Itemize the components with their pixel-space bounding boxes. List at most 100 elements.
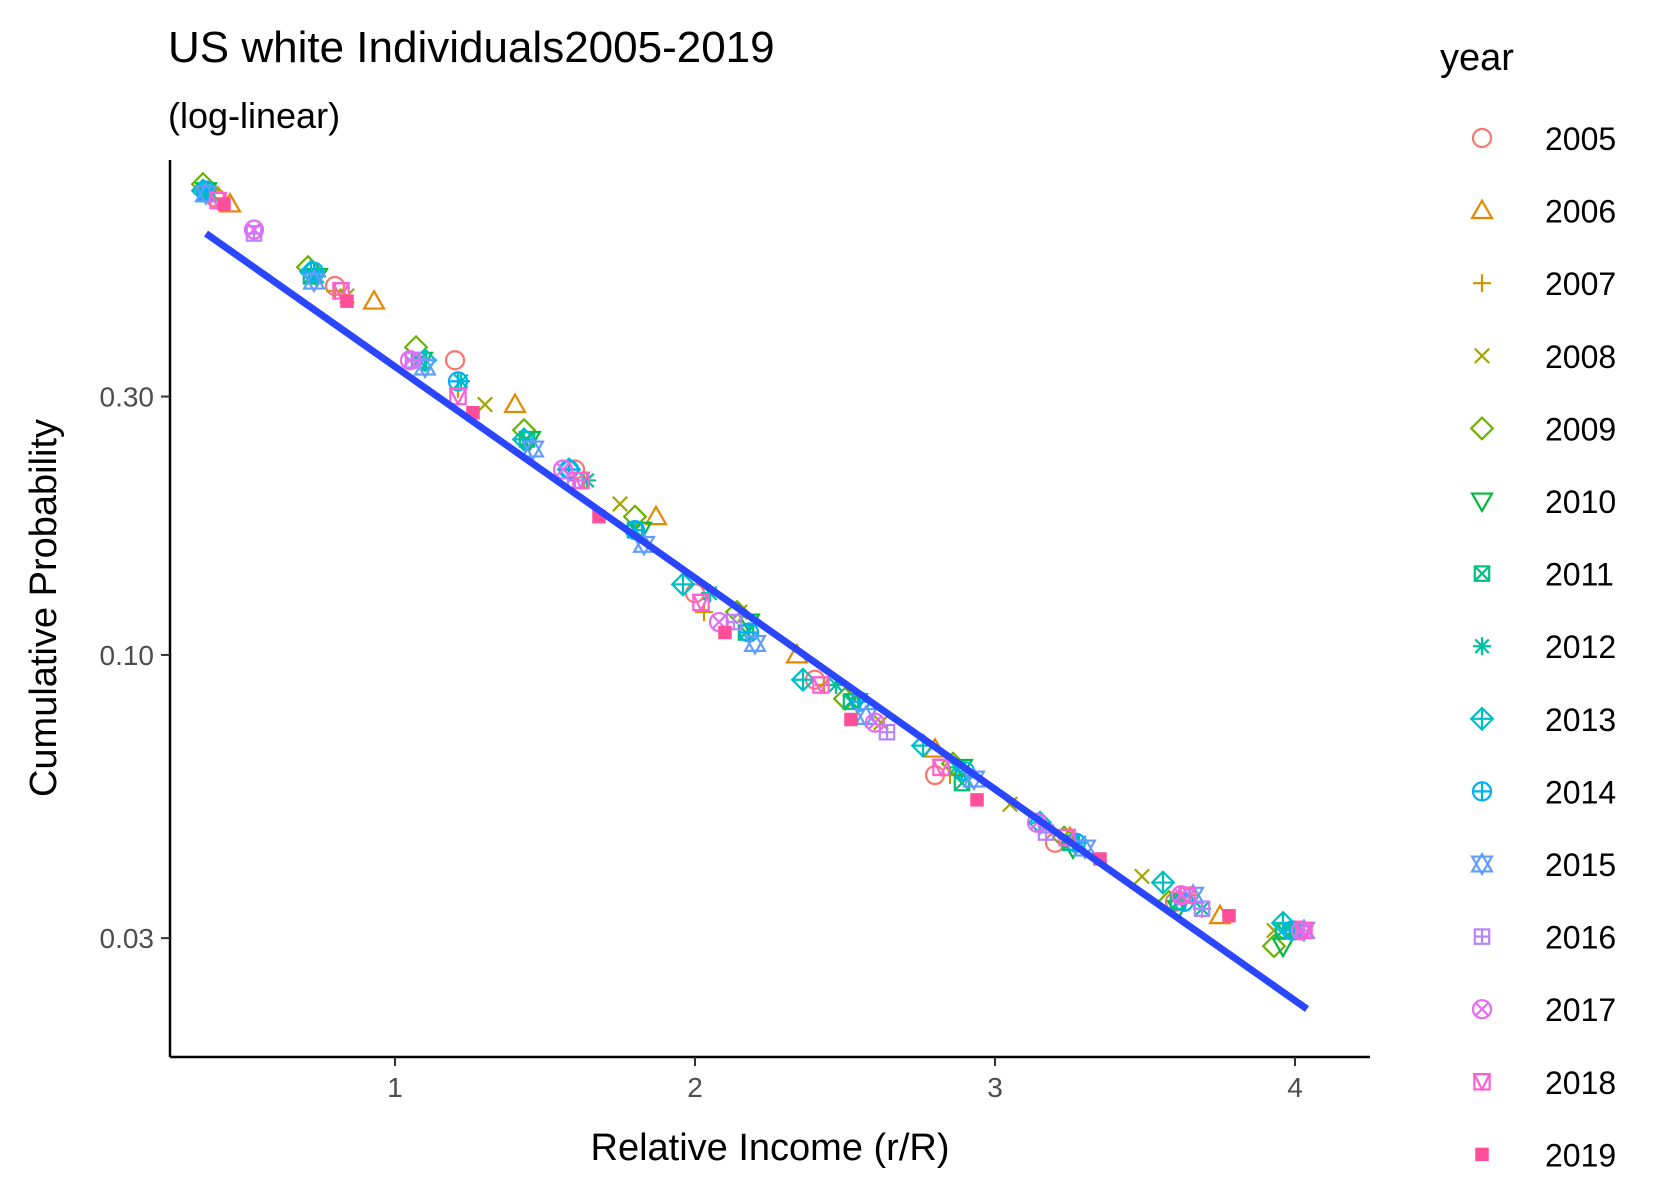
legend-item: 2008 (1474, 339, 1616, 375)
data-point (844, 712, 858, 727)
data-point (790, 667, 816, 693)
legend-item: 2007 (1473, 266, 1616, 302)
tick-labels: 1 2 3 4 0.03 0.10 0.30 (100, 382, 1303, 1103)
data-point (811, 676, 831, 696)
series-2007 (203, 181, 1301, 940)
legend-key (1469, 706, 1495, 732)
legend-label: 2012 (1545, 629, 1616, 665)
data-point (477, 396, 493, 413)
data-point (447, 371, 469, 392)
series-2009 (190, 171, 1287, 959)
data-point (1294, 921, 1314, 941)
x-axis-title: Relative Income (r/R) (591, 1127, 950, 1169)
data-point (864, 712, 886, 733)
legend-title: year (1440, 37, 1514, 79)
data-point (1134, 868, 1150, 885)
legend-label: 2019 (1545, 1137, 1616, 1173)
series-2012 (197, 181, 1301, 940)
data-point (217, 197, 231, 211)
legend-item: 2011 (1473, 557, 1614, 593)
legend-label: 2006 (1545, 194, 1616, 230)
legend-label: 2016 (1545, 920, 1616, 956)
y-tick-label: 0.10 (100, 640, 155, 671)
data-point (691, 593, 711, 613)
data-point (448, 387, 468, 407)
series-2016 (245, 225, 1313, 939)
legend-item: 2017 (1471, 992, 1616, 1028)
legend-label: 2010 (1545, 484, 1616, 520)
legend-label: 2013 (1545, 702, 1616, 738)
legend-key (1473, 565, 1491, 582)
legend-item: 2005 (1471, 121, 1616, 157)
data-point (521, 436, 545, 462)
legend-label: 2015 (1545, 847, 1616, 883)
data-point (399, 350, 421, 371)
series-2010 (194, 182, 1295, 959)
chart-subtitle: (log-linear) (168, 95, 340, 136)
data-point (718, 625, 732, 640)
series-2017 (243, 219, 1312, 941)
data-point (552, 459, 574, 480)
legend-label: 2005 (1545, 121, 1616, 157)
series-2018 (208, 191, 1314, 941)
legend-label: 2009 (1545, 411, 1616, 447)
legend-key (1473, 637, 1491, 656)
legend-label: 2018 (1545, 1065, 1616, 1101)
data-point (644, 504, 668, 526)
data-point (725, 613, 743, 631)
x-tick-label: 3 (987, 1072, 1003, 1103)
data-point (1193, 900, 1211, 918)
data-point (1177, 886, 1197, 906)
data-point (873, 714, 889, 731)
data-point (511, 427, 537, 452)
chart-title: US white Individuals2005-2019 (168, 23, 775, 72)
data-point (970, 793, 984, 807)
legend-label: 2014 (1545, 774, 1616, 810)
series-2014 (195, 180, 1303, 941)
data-point (953, 774, 971, 792)
data-point (1261, 933, 1287, 959)
data-point (340, 294, 354, 308)
axes (168, 160, 1370, 1059)
data-point (743, 631, 767, 656)
legend-key (1471, 999, 1493, 1020)
legend-key (1473, 928, 1491, 945)
series-2006 (218, 191, 1232, 925)
x-tick-label: 4 (1287, 1072, 1303, 1103)
legend-key (1475, 1147, 1489, 1162)
legend-item: 2010 (1470, 484, 1616, 520)
legend-label: 2011 (1545, 557, 1614, 593)
legend-item: 2012 (1473, 629, 1616, 665)
legend-label: 2008 (1545, 339, 1616, 375)
legend-item: 2006 (1470, 194, 1616, 230)
legend-key (1469, 416, 1495, 441)
data-point (931, 758, 951, 778)
series-2008 (204, 185, 1282, 939)
series-2011 (197, 185, 1292, 939)
legend-key (1471, 127, 1493, 149)
legend-item: 2015 (1470, 847, 1616, 883)
series-2019 (217, 197, 1236, 923)
x-tick-label: 1 (387, 1072, 403, 1103)
data-point (302, 268, 326, 294)
series-2015 (194, 181, 1316, 943)
legend: year 2005 2006 2007 2008 2009 2010 2011 2012 201… (1440, 37, 1616, 1173)
data-point (1222, 908, 1236, 923)
y-axis-title: Cumulative Probability (23, 419, 65, 797)
legend-key (1472, 1073, 1492, 1092)
legend-key (1473, 274, 1491, 293)
legend-key (1471, 781, 1493, 802)
data-points (190, 171, 1316, 959)
y-tick-label: 0.03 (100, 923, 155, 954)
data-point (503, 392, 527, 414)
data-point (670, 571, 696, 597)
data-point (571, 471, 591, 491)
legend-key (1470, 198, 1494, 220)
data-point (444, 350, 466, 371)
fit-line-layer (203, 230, 1310, 1012)
legend-item: 2009 (1469, 411, 1616, 447)
legend-label: 2007 (1545, 266, 1616, 302)
legend-item: 2013 (1469, 702, 1616, 738)
data-point (243, 219, 265, 240)
